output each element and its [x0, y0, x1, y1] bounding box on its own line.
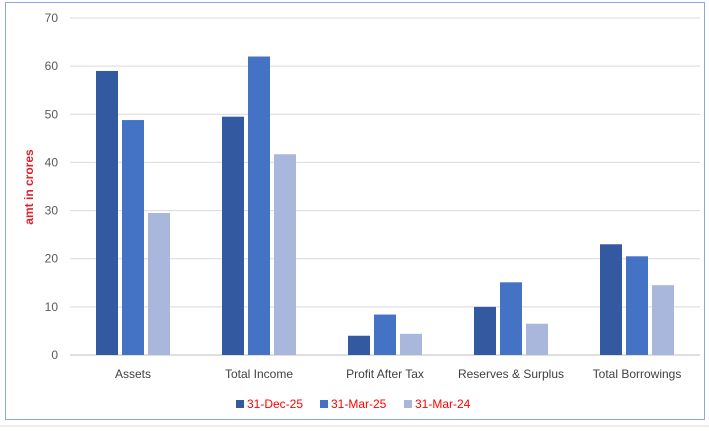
- y-tick-label: 40: [45, 155, 59, 169]
- bar-31-Dec-25-assets: [96, 70, 118, 355]
- y-tick-label: 50: [45, 107, 59, 121]
- legend-swatch: [236, 400, 244, 408]
- bar-31-Mar-25-total-income: [248, 56, 270, 356]
- x-tick-label: Assets: [115, 367, 151, 381]
- bar-31-Mar-25-assets: [122, 120, 144, 355]
- bar-31-Mar-25-total-borrowings: [626, 256, 648, 355]
- legend-label: 31-Mar-24: [415, 397, 471, 411]
- legend-label: 31-Mar-25: [331, 397, 387, 411]
- bar-31-Mar-24-total-income: [274, 154, 296, 355]
- chart-frame: [5, 2, 705, 420]
- bar-31-Mar-24-reserves-surplus: [526, 323, 548, 355]
- x-tick-label: Reserves & Surplus: [458, 367, 564, 381]
- y-tick-label: 0: [51, 348, 58, 362]
- bar-31-Dec-25-total-borrowings: [600, 244, 622, 355]
- y-tick-label: 70: [45, 11, 59, 25]
- bar-31-Mar-24-total-borrowings: [652, 285, 674, 355]
- x-tick-label: Profit After Tax: [346, 367, 424, 381]
- legend-swatch: [320, 400, 328, 408]
- y-tick-label: 60: [45, 59, 59, 73]
- bar-31-Dec-25-profit-after-tax: [348, 335, 370, 355]
- y-tick-label: 10: [45, 300, 59, 314]
- bar-31-Dec-25-reserves-surplus: [474, 306, 496, 355]
- bar-31-Mar-24-assets: [148, 212, 170, 355]
- y-tick-label: 20: [45, 252, 59, 266]
- legend-swatch: [404, 400, 412, 408]
- x-tick-label: Total Income: [225, 367, 293, 381]
- x-tick-label: Total Borrowings: [593, 367, 682, 381]
- bar-31-Mar-24-profit-after-tax: [400, 333, 422, 355]
- y-axis-label: amt in crores: [22, 149, 36, 225]
- bar-31-Mar-25-profit-after-tax: [374, 314, 396, 355]
- y-tick-label: 30: [45, 204, 59, 218]
- bar-31-Mar-25-reserves-surplus: [500, 282, 522, 355]
- legend-label: 31-Dec-25: [247, 397, 303, 411]
- bar-31-Dec-25-total-income: [222, 116, 244, 355]
